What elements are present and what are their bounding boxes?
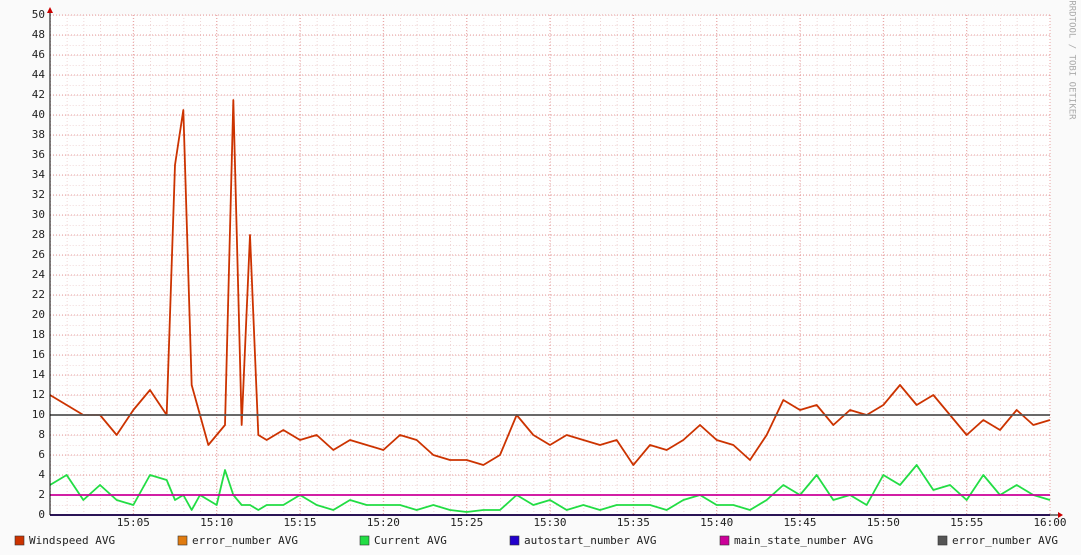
y-tick-label: 50 (32, 8, 45, 21)
legend-swatch (719, 535, 730, 546)
legend-label: Current AVG (374, 534, 447, 547)
x-tick-label: 15:55 (950, 516, 983, 529)
x-tick-label: 15:20 (367, 516, 400, 529)
legend-swatch (359, 535, 370, 546)
y-tick-label: 34 (32, 168, 46, 181)
x-tick-label: 15:05 (117, 516, 150, 529)
x-tick-label: 15:15 (283, 516, 316, 529)
y-tick-label: 16 (32, 348, 45, 361)
x-arrow (1058, 512, 1063, 518)
y-tick-label: 14 (32, 368, 46, 381)
y-tick-label: 42 (32, 88, 45, 101)
y-tick-label: 36 (32, 148, 45, 161)
x-tick-label: 15:30 (533, 516, 566, 529)
x-tick-label: 15:40 (700, 516, 733, 529)
x-tick-label: 15:50 (867, 516, 900, 529)
y-tick-label: 32 (32, 188, 45, 201)
x-tick-label: 15:45 (783, 516, 816, 529)
y-arrow (47, 7, 53, 13)
legend-label: Windspeed AVG (29, 534, 115, 547)
y-tick-label: 48 (32, 28, 45, 41)
legend: Windspeed AVG error_number AVG Current AVG… (14, 534, 1058, 547)
legend-label: autostart_number AVG (524, 534, 656, 547)
y-tick-label: 0 (38, 508, 45, 521)
legend-swatch (14, 535, 25, 546)
y-tick-label: 2 (38, 488, 45, 501)
y-tick-label: 30 (32, 208, 45, 221)
y-tick-label: 10 (32, 408, 45, 421)
y-tick-label: 24 (32, 268, 46, 281)
watermark: RRDTOOL / TOBI OETIKER (1067, 0, 1077, 120)
y-tick-label: 44 (32, 68, 46, 81)
legend-swatch (937, 535, 948, 546)
y-tick-label: 26 (32, 248, 45, 261)
labels: 0246810121416182022242628303234363840424… (32, 8, 1067, 529)
y-tick-label: 28 (32, 228, 45, 241)
y-tick-label: 40 (32, 108, 45, 121)
y-tick-label: 8 (38, 428, 45, 441)
x-tick-label: 15:25 (450, 516, 483, 529)
x-tick-label: 16:00 (1033, 516, 1066, 529)
x-tick-label: 15:35 (617, 516, 650, 529)
y-tick-label: 6 (38, 448, 45, 461)
legend-label: error_number AVG (192, 534, 298, 547)
x-tick-label: 15:10 (200, 516, 233, 529)
legend-label: error_number AVG (952, 534, 1058, 547)
axes (47, 7, 1063, 518)
legend-swatch (177, 535, 188, 546)
legend-swatch (509, 535, 520, 546)
y-tick-label: 38 (32, 128, 45, 141)
y-tick-label: 22 (32, 288, 45, 301)
y-tick-label: 20 (32, 308, 45, 321)
y-tick-label: 12 (32, 388, 45, 401)
grid (50, 14, 1051, 516)
y-tick-label: 46 (32, 48, 45, 61)
y-tick-label: 18 (32, 328, 45, 341)
legend-label: main_state_number AVG (734, 534, 873, 547)
y-tick-label: 4 (38, 468, 45, 481)
